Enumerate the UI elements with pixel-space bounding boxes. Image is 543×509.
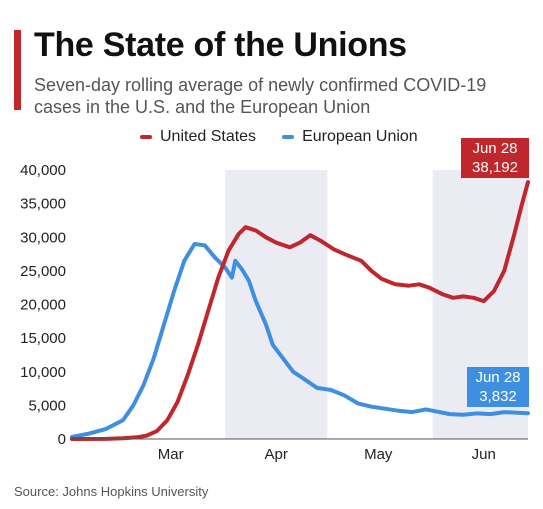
- legend: United States European Union: [140, 128, 444, 146]
- y-tick-label-8: 40,000: [20, 162, 66, 179]
- callout-us-value: 38,192: [472, 159, 518, 177]
- title-accent-bar: [14, 30, 21, 110]
- x-tick-label-mar: Mar: [158, 446, 184, 463]
- y-tick-label-0: 0: [58, 431, 66, 448]
- y-tick-label-5: 25,000: [20, 263, 66, 280]
- callout-eu-value: 3,832: [479, 388, 517, 406]
- callout-eu-date: Jun 28: [475, 369, 521, 387]
- y-tick-label-7: 35,000: [20, 196, 66, 213]
- legend-item-eu: European Union: [282, 128, 418, 146]
- legend-label-eu: European Union: [302, 128, 418, 145]
- x-tick-label-jun: Jun: [472, 446, 496, 463]
- y-tick-label-4: 20,000: [20, 297, 66, 314]
- series-line-european-union: [70, 242, 530, 439]
- legend-swatch-eu: [282, 135, 295, 139]
- legend-label-us: United States: [160, 128, 257, 145]
- y-tick-label-3: 15,000: [20, 330, 66, 347]
- y-tick-label-1: 5,000: [28, 397, 66, 414]
- y-tick-label-2: 10,000: [20, 364, 66, 381]
- chart-title: The State of the Unions: [34, 26, 407, 64]
- callout-eu: Jun 28 3,832: [467, 367, 529, 408]
- y-tick-label-6: 30,000: [20, 229, 66, 246]
- source-note: Source: Johns Hopkins University: [14, 484, 209, 499]
- month-band-0: [225, 170, 328, 439]
- callout-us-date: Jun 28: [472, 140, 518, 158]
- callout-us: Jun 28 38,192: [461, 138, 529, 179]
- series-line-united-states: [70, 180, 530, 441]
- x-tick-label-may: May: [364, 446, 393, 463]
- chart-subtitle: Seven-day rolling average of newly confi…: [34, 75, 487, 117]
- x-tick-label-apr: Apr: [265, 446, 288, 463]
- legend-swatch-us: [140, 135, 152, 139]
- legend-item-us: United States: [140, 128, 256, 146]
